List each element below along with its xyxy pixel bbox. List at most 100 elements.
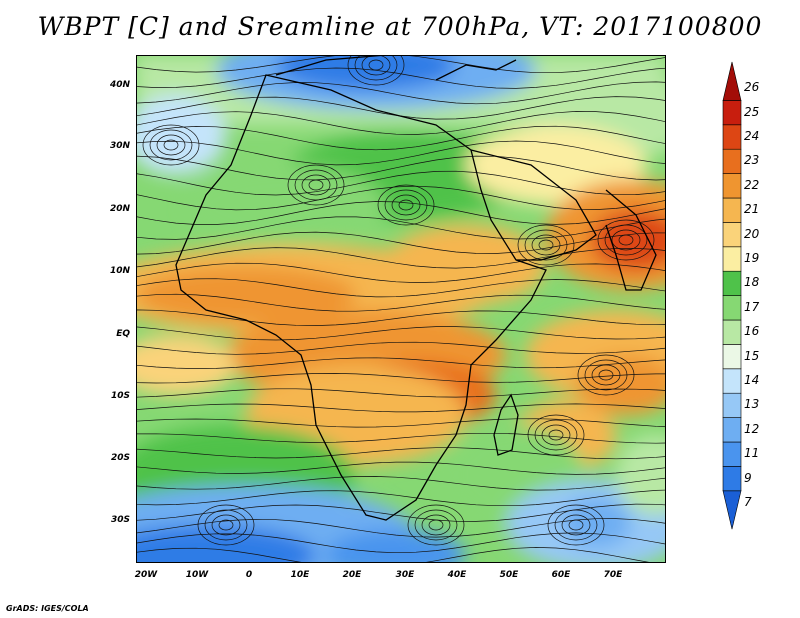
lon-label: 10E <box>290 570 310 580</box>
colorbar-label: 9 <box>744 470 752 485</box>
colorbar-segment <box>722 295 742 321</box>
colorbar-label: 24 <box>744 129 760 143</box>
streamline <box>136 461 666 475</box>
streamline <box>136 357 666 369</box>
eddy-line <box>354 55 398 81</box>
lat-label: 40N <box>109 80 130 90</box>
streamline <box>136 403 666 413</box>
streamline <box>136 476 666 491</box>
streamline <box>136 432 666 444</box>
streamline <box>136 326 666 341</box>
colorbar-segment <box>722 148 742 174</box>
streamline <box>136 278 666 298</box>
eddy-line <box>391 194 421 216</box>
eddy-line <box>618 234 634 246</box>
eddy-line <box>568 519 584 531</box>
eddy-line <box>142 124 200 166</box>
eddy-line <box>554 509 598 541</box>
eddy-line <box>361 55 391 76</box>
eddy-line <box>538 239 554 251</box>
weather-map <box>136 55 666 563</box>
colorbar-segment <box>722 490 742 530</box>
streamline <box>136 231 666 255</box>
streamline <box>136 170 666 196</box>
streamline <box>136 418 666 428</box>
eddy-line <box>548 429 564 441</box>
colorbar-segment <box>722 173 742 199</box>
eddy-line <box>597 219 655 261</box>
streamline <box>136 503 666 522</box>
lon-label: 50E <box>499 570 519 580</box>
eddy-line <box>308 179 324 191</box>
colorbar-label: 18 <box>744 275 760 290</box>
streamline <box>136 309 666 326</box>
lon-label: 20E <box>342 570 362 580</box>
eddy-line <box>598 369 614 381</box>
eddy-line <box>534 419 578 451</box>
streamline <box>136 67 666 89</box>
eddy-line <box>163 139 179 151</box>
eddy-line <box>517 224 575 266</box>
colorbar-segment <box>722 100 742 126</box>
eddy-line <box>149 129 193 161</box>
eddy-line <box>527 414 585 456</box>
footer-credit: GrADS: IGES/COLA <box>6 604 89 613</box>
streamline <box>136 125 666 151</box>
eddy-line <box>398 199 414 211</box>
colorbar-segment <box>722 61 742 101</box>
eddy-line <box>561 514 591 536</box>
eddy-line <box>421 514 451 536</box>
colorbar-label: 12 <box>744 421 760 436</box>
streamline <box>136 341 666 355</box>
eddy-line <box>577 354 635 396</box>
lat-label: 20N <box>109 204 130 214</box>
eddy-line <box>204 509 248 541</box>
streamline <box>136 140 666 166</box>
colorbar-segment <box>722 392 742 418</box>
colorbar-segment <box>722 344 742 370</box>
eddy-line <box>211 514 241 536</box>
colorbar-label: 19 <box>744 251 760 265</box>
colorbar-segment <box>722 222 742 248</box>
eddy-line <box>347 55 405 86</box>
colorbar-label: 25 <box>744 104 760 119</box>
lat-label: EQ <box>116 329 130 339</box>
streamline <box>136 388 666 398</box>
streamline <box>136 155 666 181</box>
streamline <box>136 262 666 283</box>
colorbar-label: 22 <box>744 177 760 192</box>
streamline <box>136 489 666 507</box>
eddy-line <box>611 229 641 251</box>
lat-label: 20S <box>110 453 130 463</box>
lat-label: 30S <box>110 515 130 525</box>
eddy-line <box>218 519 234 531</box>
eddy-line <box>407 504 465 546</box>
colorbar-segment <box>722 246 742 272</box>
streamline <box>136 55 666 74</box>
colorbar-label: 26 <box>744 80 760 95</box>
eddy-line <box>547 504 605 546</box>
streamline <box>136 201 666 225</box>
streamline <box>136 547 655 563</box>
eddy-line <box>541 424 571 446</box>
streamline <box>136 111 666 135</box>
colorbar-label: 11 <box>744 446 760 461</box>
coastlines <box>175 55 657 521</box>
streamline <box>136 247 666 269</box>
eddy-line <box>414 509 458 541</box>
map-title: WBPT [C] and Sreamline at 700hPa, VT: 20… <box>37 12 763 41</box>
eddy-line <box>531 234 561 256</box>
lon-label: 10W <box>185 570 209 580</box>
colorbar-segment <box>722 368 742 394</box>
eddy-line <box>368 59 384 71</box>
colorbar-segment <box>722 319 742 345</box>
eddy-line <box>287 164 345 206</box>
colorbar-label: 23 <box>744 153 760 168</box>
streamline <box>136 373 666 384</box>
eddy-line <box>377 184 435 226</box>
eddy-line <box>524 229 568 261</box>
colorbar-segment <box>722 441 742 467</box>
eddy-line <box>604 224 648 256</box>
eddy-line <box>301 174 331 196</box>
lon-label: 70E <box>603 570 623 580</box>
